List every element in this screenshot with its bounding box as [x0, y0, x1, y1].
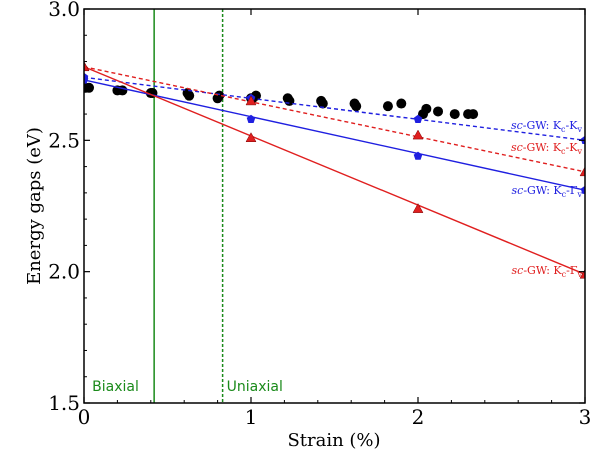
series-line-3 [84, 79, 585, 191]
series-4-marker [412, 203, 424, 213]
series-label-part: -GW: K [523, 264, 562, 277]
series-label-2: sc-GW: Kc-Kv [511, 141, 583, 156]
series-4-marker [84, 61, 90, 72]
vline-label-biaxial: Biaxial [92, 379, 139, 395]
series-label-part: c [562, 190, 567, 199]
series-label-part: v [576, 270, 582, 279]
series-label-part: sc [512, 184, 524, 197]
series-label-part: -GW: K [523, 141, 562, 154]
y-tick-label: 2.0 [48, 260, 80, 284]
x-axis-label: Strain (%) [287, 430, 380, 451]
series-label-part: c [562, 270, 567, 279]
y-axis-label: Energy gaps (eV) [24, 127, 45, 285]
series-1-marker [413, 114, 423, 123]
series-label-part: c [561, 147, 566, 156]
experimental-point [433, 106, 444, 117]
x-tick-label: 0 [78, 405, 91, 429]
series-label-part: v [576, 125, 582, 134]
axes: 0 1 2 3 1.5 2.0 2.5 3.0 [48, 0, 591, 429]
series-label-4: sc-GW: Kc-Γv [512, 264, 583, 279]
experimental-point [214, 90, 225, 101]
series-2-marker [579, 166, 585, 177]
experimental-point [184, 90, 195, 101]
series-line-2 [84, 66, 585, 173]
series-label-part: sc [511, 141, 523, 154]
series-3-marker [413, 151, 423, 160]
y-tick-label: 2.5 [48, 128, 80, 152]
series-line-1 [84, 76, 585, 142]
series-label-part: -K [566, 141, 579, 154]
series-3-marker [84, 75, 89, 84]
x-tick-label: 3 [579, 405, 592, 429]
y-tick-label: 1.5 [48, 391, 80, 415]
vline-label-uniaxial: Uniaxial [227, 379, 283, 395]
x-tick-label: 2 [412, 405, 425, 429]
series-label-part: -GW: K [523, 184, 562, 197]
series-label-part: sc [511, 119, 523, 132]
experimental-point [84, 82, 95, 93]
x-tick-label: 1 [245, 405, 258, 429]
experimental-point [468, 109, 479, 120]
series-4-marker [245, 132, 257, 142]
experimental-point [396, 98, 407, 109]
series-2-marker [245, 95, 257, 106]
series-label-part: v [576, 147, 582, 156]
series-2-marker [412, 129, 424, 140]
y-tick-label: 3.0 [48, 0, 80, 21]
series-label-part: -Γ [566, 184, 578, 197]
experimental-point [284, 95, 295, 106]
plot-frame [83, 8, 586, 404]
series-label-3: sc-GW: Kc-Γv [512, 184, 583, 199]
series-3-marker [580, 185, 585, 194]
series-label-part: -GW: K [523, 119, 562, 132]
series-label-part: sc [512, 264, 524, 277]
series-label-part: -K [566, 119, 579, 132]
experimental-point [382, 101, 393, 112]
experimental-point [317, 98, 328, 109]
series-label-part: -Γ [566, 264, 578, 277]
series-3-marker [246, 114, 256, 123]
plot-area [84, 9, 585, 403]
series-label-1: sc-GW: Kc-Kv [511, 119, 583, 134]
series-label-part: v [576, 190, 582, 199]
series-line-4 [84, 66, 585, 275]
experimental-point [351, 101, 362, 112]
series-label-part: c [561, 125, 566, 134]
experimental-point [449, 109, 460, 120]
experimental-point [421, 103, 432, 114]
